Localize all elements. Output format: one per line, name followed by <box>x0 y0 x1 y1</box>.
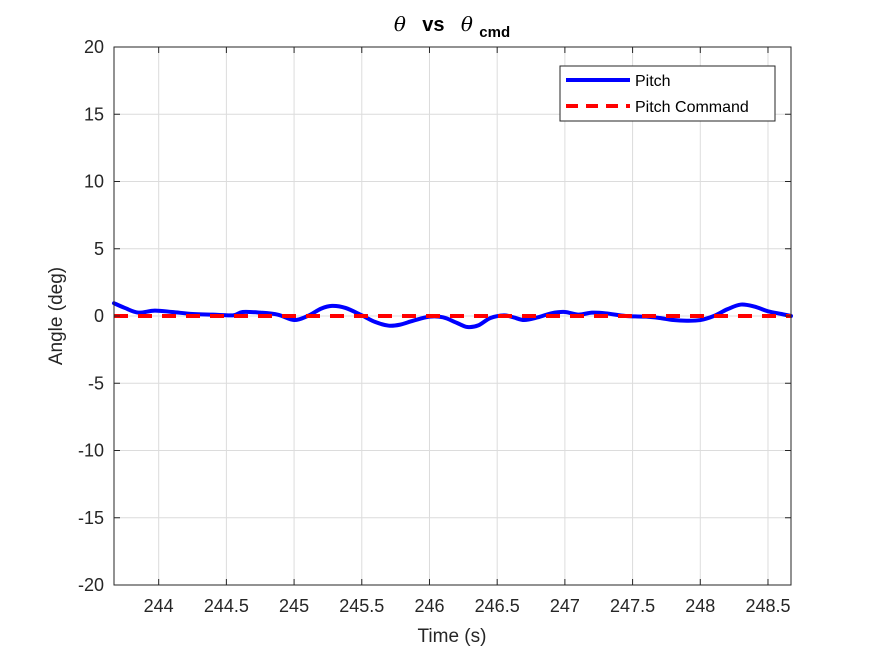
series-layer <box>112 301 793 330</box>
y-tick-label: -15 <box>78 508 104 528</box>
x-tick-label: 244.5 <box>204 596 249 616</box>
pitch-line <box>112 301 793 330</box>
legend: Pitch Pitch Command <box>559 65 776 122</box>
y-tick-label: 10 <box>84 172 104 192</box>
x-axis-label: Time (s) <box>418 626 487 647</box>
title-cmd-subscript: cmd <box>479 24 510 41</box>
y-tick-label: 5 <box>94 239 104 259</box>
x-tick-label: 247.5 <box>610 596 655 616</box>
legend-pitch-label: Pitch <box>635 73 671 90</box>
y-tick-label: 0 <box>94 306 104 326</box>
x-tick-label: 248 <box>685 596 715 616</box>
title-vs: vs <box>422 14 444 36</box>
x-tick-label: 245.5 <box>339 596 384 616</box>
y-tick-label: -10 <box>78 441 104 461</box>
x-tick-label: 245 <box>279 596 309 616</box>
title-theta: θ <box>394 12 406 36</box>
y-tick-label: -5 <box>88 373 104 393</box>
chart-title: θ vs θ cmd <box>394 12 510 41</box>
ticks: 244 244.5 245 245.5 246 246.5 247 247.5 248 248.5… <box>78 37 791 616</box>
x-tick-label: 244 <box>144 596 174 616</box>
y-tick-label: 20 <box>84 37 104 57</box>
y-tick-label: 15 <box>84 104 104 124</box>
legend-pitch-command-label: Pitch Command <box>635 99 749 116</box>
x-tick-label: 246 <box>414 596 444 616</box>
x-tick-label: 248.5 <box>745 596 790 616</box>
y-axis-label: Angle (deg) <box>46 267 67 365</box>
title-theta-cmd: θ <box>461 12 473 36</box>
y-tick-label: -20 <box>78 575 104 595</box>
legend-box <box>559 65 776 122</box>
x-tick-label: 246.5 <box>475 596 520 616</box>
x-tick-label: 247 <box>550 596 580 616</box>
